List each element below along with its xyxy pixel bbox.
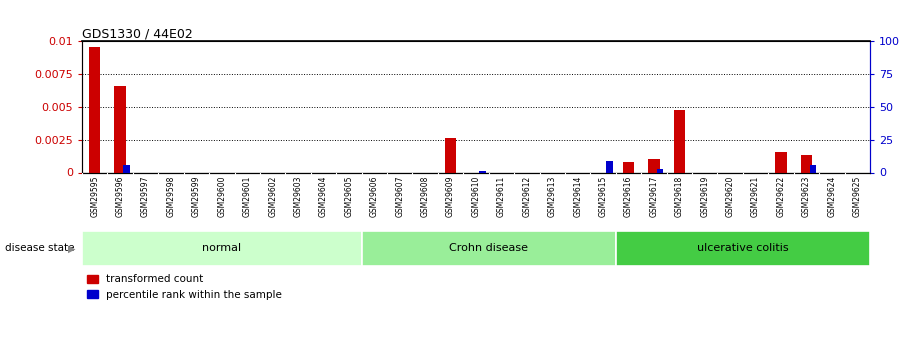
Text: GDS1330 / 44E02: GDS1330 / 44E02 bbox=[82, 27, 193, 40]
Text: GSM29615: GSM29615 bbox=[599, 175, 608, 217]
Text: GSM29602: GSM29602 bbox=[268, 175, 277, 217]
Bar bbox=[607, 161, 612, 172]
Text: GSM29625: GSM29625 bbox=[853, 175, 862, 217]
Text: GSM29620: GSM29620 bbox=[726, 175, 734, 217]
Text: GSM29611: GSM29611 bbox=[496, 175, 506, 217]
Text: GSM29614: GSM29614 bbox=[573, 175, 582, 217]
Text: GSM29600: GSM29600 bbox=[218, 175, 226, 217]
Bar bbox=[775, 151, 787, 172]
Bar bbox=[479, 170, 486, 172]
Bar bbox=[801, 156, 813, 172]
Bar bbox=[362, 231, 616, 266]
Text: ▶: ▶ bbox=[68, 244, 76, 253]
Bar bbox=[657, 169, 663, 172]
Text: GSM29619: GSM29619 bbox=[701, 175, 710, 217]
Text: GSM29610: GSM29610 bbox=[472, 175, 480, 217]
Bar bbox=[616, 231, 870, 266]
Bar bbox=[810, 165, 816, 172]
Text: GSM29607: GSM29607 bbox=[395, 175, 404, 217]
Text: GSM29608: GSM29608 bbox=[421, 175, 430, 217]
Bar bbox=[649, 159, 660, 172]
Bar bbox=[445, 138, 456, 172]
Text: GSM29609: GSM29609 bbox=[446, 175, 456, 217]
Text: GSM29599: GSM29599 bbox=[192, 175, 201, 217]
Text: GSM29623: GSM29623 bbox=[802, 175, 811, 217]
Bar bbox=[673, 110, 685, 172]
Text: disease state: disease state bbox=[5, 244, 74, 253]
Text: GSM29603: GSM29603 bbox=[293, 175, 302, 217]
Text: GSM29624: GSM29624 bbox=[827, 175, 836, 217]
Text: GSM29596: GSM29596 bbox=[116, 175, 125, 217]
Text: normal: normal bbox=[202, 244, 241, 253]
Text: GSM29621: GSM29621 bbox=[751, 175, 760, 217]
Text: GSM29605: GSM29605 bbox=[344, 175, 353, 217]
Bar bbox=[115, 86, 126, 172]
Text: GSM29597: GSM29597 bbox=[141, 175, 150, 217]
Text: GSM29612: GSM29612 bbox=[522, 175, 531, 217]
Text: GSM29598: GSM29598 bbox=[167, 175, 176, 217]
Text: GSM29617: GSM29617 bbox=[650, 175, 659, 217]
Text: GSM29601: GSM29601 bbox=[242, 175, 251, 217]
Text: ulcerative colitis: ulcerative colitis bbox=[697, 244, 789, 253]
Text: GSM29606: GSM29606 bbox=[370, 175, 379, 217]
Bar bbox=[82, 231, 362, 266]
Legend: transformed count, percentile rank within the sample: transformed count, percentile rank withi… bbox=[87, 274, 281, 299]
Text: GSM29595: GSM29595 bbox=[90, 175, 99, 217]
Text: GSM29604: GSM29604 bbox=[319, 175, 328, 217]
Text: GSM29618: GSM29618 bbox=[675, 175, 684, 217]
Bar bbox=[89, 47, 100, 172]
Text: GSM29616: GSM29616 bbox=[624, 175, 633, 217]
Text: GSM29613: GSM29613 bbox=[548, 175, 557, 217]
Text: Crohn disease: Crohn disease bbox=[449, 244, 528, 253]
Text: GSM29622: GSM29622 bbox=[776, 175, 785, 217]
Bar bbox=[623, 162, 634, 172]
Bar bbox=[123, 165, 129, 172]
